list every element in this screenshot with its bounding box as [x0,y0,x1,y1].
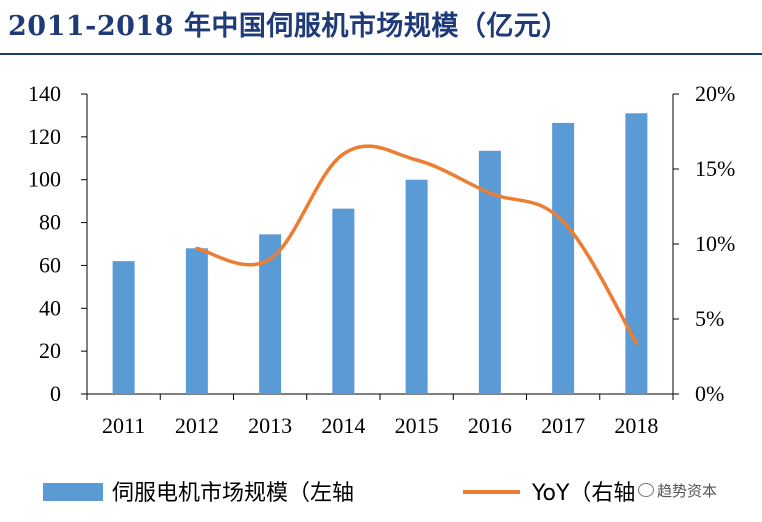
yoy-line [195,144,639,345]
bar [552,122,575,394]
y-right-tick-label: 0% [695,381,724,406]
bar [332,208,355,394]
legend-bar-label: 伺服电机市场规模（左轴 [112,481,354,506]
y-left-tick-label: 40 [39,295,61,320]
page-title: 2011-2018 年中国伺服机市场规模（亿元） [8,11,569,42]
wechat-icon [638,483,654,497]
bar [478,150,501,394]
y-left-tick-label: 0 [50,381,61,406]
y-right-tick-label: 15% [695,156,735,181]
x-tick-label: 2014 [321,413,365,438]
x-tick-label: 2013 [248,413,292,438]
legend-line-label: YoY（右轴 [531,481,635,506]
y-right-tick-label: 10% [695,231,735,256]
watermark: 趋势资本 [636,480,720,501]
x-tick-label: 2012 [175,413,219,438]
x-tick-label: 2015 [395,413,439,438]
watermark-text: 趋势资本 [657,482,718,500]
y-right-tick-label: 5% [695,306,724,331]
bar [625,113,648,395]
title-divider [0,53,762,55]
y-left-tick-label: 140 [28,81,61,106]
x-tick-label: 2016 [468,413,512,438]
x-tick-label: 2018 [614,413,658,438]
y-left-tick-label: 60 [39,252,61,277]
bar [185,248,208,394]
y-left-tick-label: 100 [28,167,61,192]
y-left-tick-label: 120 [28,124,61,149]
y-left-tick-label: 20 [39,338,61,363]
legend-bar-swatch [43,483,103,501]
y-left-tick-label: 80 [39,210,61,235]
x-tick-label: 2011 [102,413,145,438]
bar [112,261,135,394]
x-tick-label: 2017 [541,413,585,438]
bar [259,234,282,394]
bar [405,179,428,394]
y-right-tick-label: 20% [695,81,735,106]
